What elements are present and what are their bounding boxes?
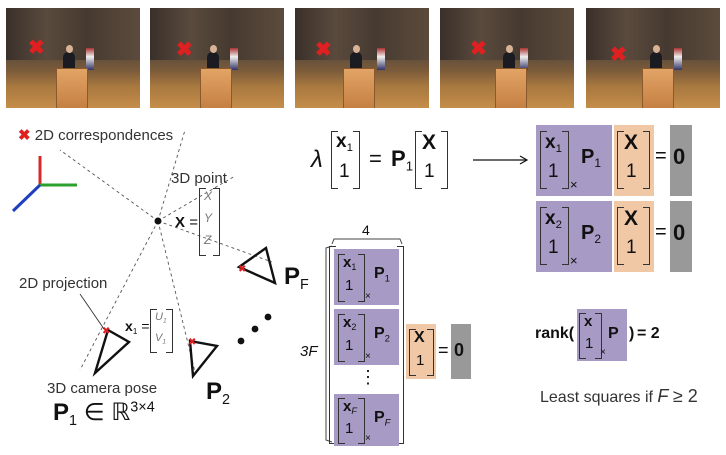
- point-bracket-left: [199, 188, 206, 256]
- camera-f-frustum: [236, 246, 277, 286]
- P1-symbol: P: [53, 399, 70, 426]
- correspondence-marker: ✖: [315, 39, 332, 61]
- stack-block-1: x1 1 × P1: [334, 249, 399, 305]
- axis-z-line: [11, 183, 42, 213]
- P1-subscript: 1: [69, 413, 78, 430]
- camera-2-frustum: [188, 339, 220, 380]
- correspondence-marker: ✖: [176, 39, 193, 61]
- eq-P1: P1: [391, 146, 414, 174]
- proj-bracket-left: [150, 309, 157, 353]
- ray-line: [157, 220, 196, 373]
- camera-f-label: PF: [284, 263, 309, 294]
- eq-X-one: 1: [424, 161, 435, 182]
- correspondence-marker: ✖: [28, 37, 45, 59]
- projection-leader-line: [79, 293, 105, 330]
- video-frame-5: ✖: [586, 8, 720, 108]
- point-Z-entry: Z: [204, 233, 212, 247]
- eq-x-bracket-right: [353, 131, 360, 189]
- reals-dims: 3×4: [130, 399, 155, 416]
- ray-line: [79, 220, 159, 371]
- stack-vdots: ⋮: [359, 367, 377, 387]
- proj-u-entry: U1: [155, 311, 167, 325]
- constraint-row-1: x1 1 × P1 X 1 = 0: [536, 125, 696, 196]
- legend: ✖ 2D correspondences: [18, 126, 173, 144]
- proj-bracket-right: [166, 309, 173, 353]
- eq-x-bracket-left: [331, 131, 338, 189]
- projection-equation: λ x1 1 = P1 X 1: [305, 128, 455, 193]
- stack-equals: =: [438, 340, 449, 360]
- eq-x-one: 1: [339, 161, 350, 182]
- ray-line: [157, 220, 273, 263]
- constraint-row-2: x2 1 × P2 X 1 = 0: [536, 201, 696, 272]
- projection-marker-1: ✖: [102, 326, 110, 337]
- proj-v-entry: V1: [155, 332, 167, 346]
- correspondence-marker: ✖: [470, 38, 487, 60]
- 3d-point-label: 3D point: [171, 170, 227, 187]
- camera-2-label: P2: [206, 378, 231, 409]
- equals-sign: =: [141, 318, 150, 334]
- lambda-symbol: λ: [311, 146, 323, 173]
- eq-X-bracket-right: [441, 131, 448, 189]
- eq-X-bracket-left: [415, 131, 422, 189]
- ray-line: [157, 175, 236, 222]
- ellipsis-dot: [264, 313, 272, 321]
- ray-line: [157, 129, 186, 222]
- legend-marker: ✖: [18, 127, 31, 144]
- stack-outer-bracket-right: [397, 246, 404, 444]
- eq-X-entry: X: [422, 131, 437, 154]
- point-bracket-right: [213, 188, 220, 256]
- projection-marker-2: ✖: [188, 337, 196, 348]
- eq-x-entry: x1: [336, 131, 353, 154]
- legend-label: 2D correspondences: [34, 127, 174, 144]
- ray-line: [59, 149, 159, 222]
- point-Y-entry: Y: [204, 211, 213, 225]
- least-squares-note: Least squares if F ≥ 2: [540, 386, 698, 406]
- stack-zero-vector: 0: [451, 324, 471, 379]
- point-X-symbol: X: [175, 214, 186, 231]
- video-frame-1: ✖: [6, 8, 140, 108]
- stack-height-label: 3F: [300, 343, 318, 360]
- rank-condition: rank( x 1 × P ) = 2: [535, 305, 685, 365]
- transform-arrowhead: [519, 155, 529, 165]
- x1-symbol: x: [125, 318, 133, 334]
- eq-equals: =: [369, 146, 382, 171]
- stack-block-2: x2 1 × P2: [334, 309, 399, 365]
- ellipsis-dot: [251, 325, 259, 333]
- correspondence-marker: ✖: [610, 44, 627, 66]
- projection-marker-f: ✖: [238, 264, 246, 275]
- x1-subscript: 1: [132, 325, 138, 336]
- camera-pose-formula: P1 ∈ ℝ3×4: [53, 398, 155, 429]
- equals-sign: =: [189, 214, 198, 231]
- camera-1-frustum: [92, 328, 132, 377]
- cols-brace: [331, 238, 403, 245]
- 3d-point-vector: X =: [175, 214, 198, 231]
- video-frame-2: ✖: [150, 8, 284, 108]
- point-X-entry: X: [204, 189, 213, 203]
- video-frame-3: ✖: [295, 8, 429, 108]
- in-symbol: ∈: [83, 399, 105, 426]
- video-frame-4: ✖: [440, 8, 574, 108]
- projection-vector: x1 =: [125, 318, 150, 336]
- stack-outer-bracket-left: [329, 246, 336, 444]
- stack-width-label: 4: [362, 222, 370, 238]
- stack-X-vector: X 1: [406, 324, 436, 379]
- camera-pose-label: 3D camera pose: [47, 380, 158, 397]
- ellipsis-dot: [237, 337, 245, 345]
- reals-symbol: ℝ: [111, 399, 131, 426]
- 2d-projection-label: 2D projection: [19, 275, 108, 292]
- 3d-point-dot: [154, 217, 162, 225]
- stack-block-f: xF 1 × PF: [334, 394, 399, 446]
